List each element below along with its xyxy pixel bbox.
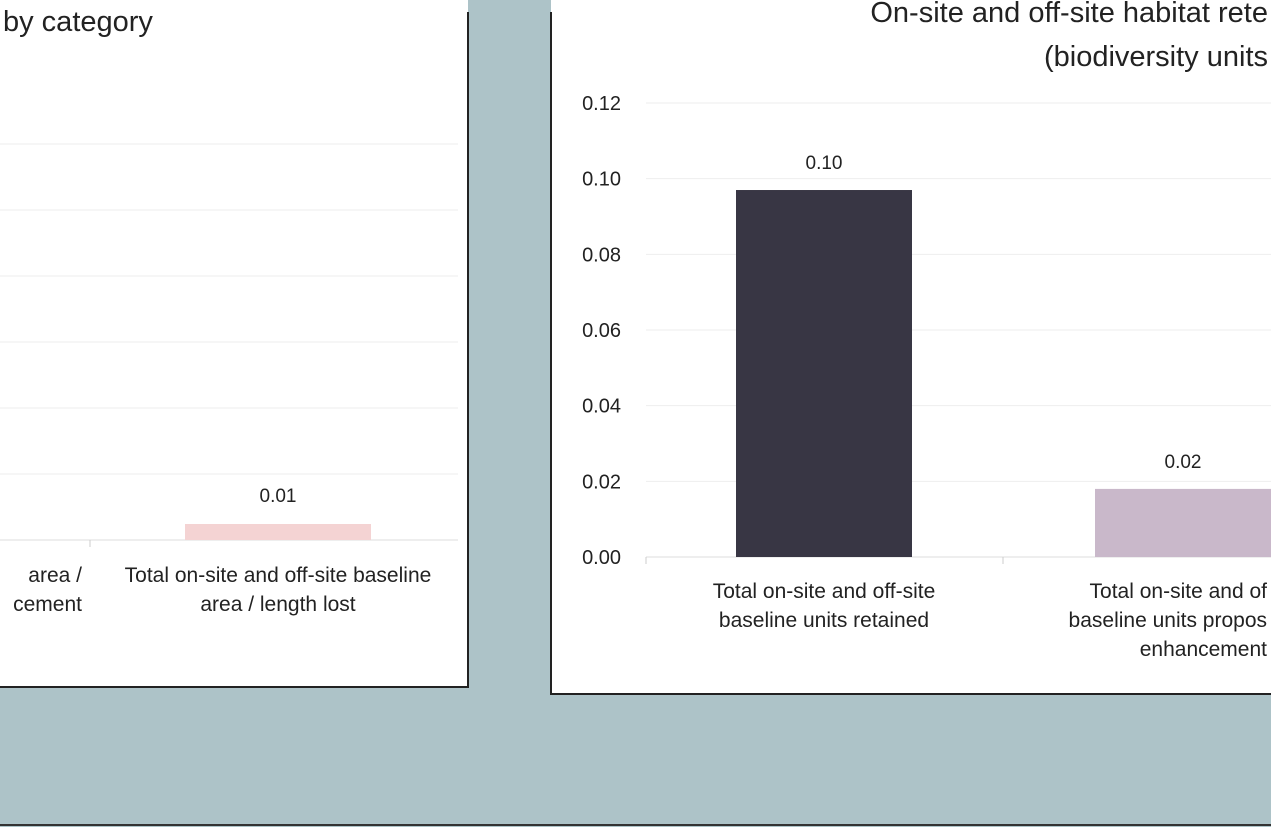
left-panel-background xyxy=(0,0,468,687)
left-category-label: Total on-site and off-site baseline xyxy=(125,564,432,587)
right-y-tick-label: 0.02 xyxy=(582,471,621,493)
right-category-label: Total on-site and of xyxy=(1090,580,1268,603)
left-bar[interactable] xyxy=(185,524,371,540)
right-category-label: enhancement xyxy=(1140,638,1267,661)
right-y-tick-label: 0.08 xyxy=(582,244,621,266)
right-chart-title-line: On-site and off-site habitat rete xyxy=(870,0,1268,29)
right-bar[interactable] xyxy=(1095,488,1271,557)
right-y-tick-label: 0.12 xyxy=(582,93,621,115)
left-chart-title: by category xyxy=(3,6,153,38)
right-chart-title-line: (biodiversity units xyxy=(1044,41,1268,73)
right-bar[interactable] xyxy=(736,190,912,557)
left-category-label: cement xyxy=(13,593,82,616)
left-chart-panel[interactable]: by category 0.01 area / cement Total on-site… xyxy=(0,0,469,688)
right-bar-value-label: 0.02 xyxy=(1165,452,1202,473)
right-y-tick-label: 0.00 xyxy=(582,547,621,569)
left-category-label: area / length lost xyxy=(200,593,355,616)
right-category-label: baseline units propos xyxy=(1069,609,1267,632)
right-bar-value-label: 0.10 xyxy=(806,153,843,174)
right-y-tick-label: 0.06 xyxy=(582,320,621,342)
right-y-tick-label: 0.04 xyxy=(582,396,621,418)
left-bar-value-label: 0.01 xyxy=(260,486,297,507)
right-category-label: Total on-site and off-site xyxy=(713,580,936,603)
left-category-label: area / xyxy=(28,564,82,587)
right-category-label: baseline units retained xyxy=(719,609,929,632)
right-chart-panel[interactable]: On-site and off-site habitat rete (biodiv… xyxy=(550,0,1271,695)
right-y-tick-label: 0.10 xyxy=(582,169,621,191)
